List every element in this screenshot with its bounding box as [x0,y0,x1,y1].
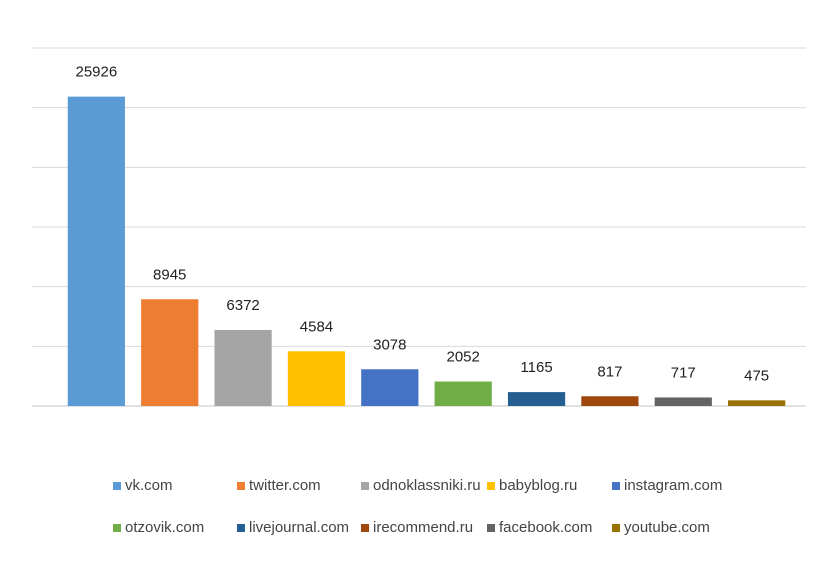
bar-instagram-com [361,369,419,406]
data-label: 25926 [76,64,118,81]
bar-facebook-com [654,397,712,406]
bar-twitter-com [141,299,199,406]
data-label: 8945 [153,266,186,283]
bar-odnoklassniki-ru [214,329,272,406]
bar-irecommend-ru [581,396,639,406]
data-label: 1165 [520,359,552,376]
bar-vk-com [67,96,125,407]
data-label: 717 [671,364,696,381]
bars [67,96,786,407]
data-label: 2052 [446,349,479,366]
bar-babyblog-ru [287,351,346,406]
data-label: 817 [597,363,622,380]
data-label: 475 [744,367,769,384]
data-label: 6372 [226,297,259,314]
data-label: 4584 [300,318,333,335]
bar-livejournal-com [507,392,566,406]
data-labels: 25926 8945 6372 4584 3078 2052 1165 817 717 475 [76,64,770,385]
bar-youtube-com [728,400,786,406]
bar-otzovik-com [434,381,492,406]
data-label: 3078 [373,336,406,353]
